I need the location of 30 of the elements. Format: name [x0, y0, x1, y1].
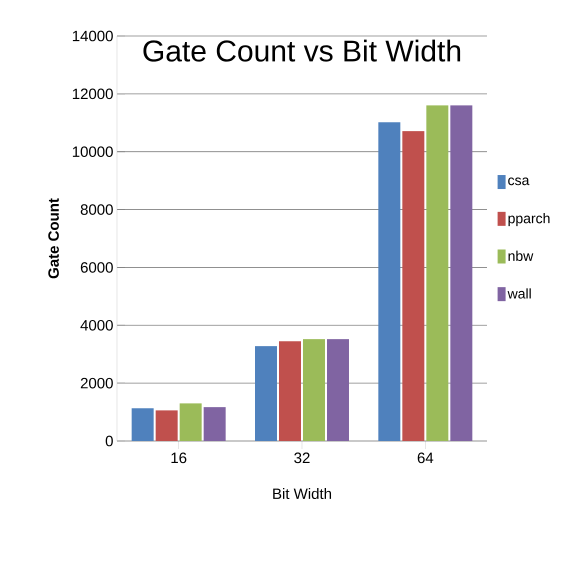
bar — [426, 105, 448, 441]
chart-title: Gate Count vs Bit Width — [143, 40, 460, 62]
bar — [180, 403, 202, 441]
y-tick-label: 8000 — [80, 204, 113, 215]
y-tick-label: 10000 — [72, 146, 113, 158]
y-tick-label: 14000 — [72, 30, 113, 42]
legend-label: csa — [508, 178, 530, 186]
bar — [303, 339, 325, 441]
y-axis-title: Gate Count — [48, 198, 59, 278]
bar — [402, 131, 424, 441]
legend-label: wall — [508, 288, 531, 299]
y-tick-label: 2000 — [80, 378, 113, 388]
bar — [204, 407, 226, 441]
bar — [326, 339, 349, 441]
y-tick-label: 6000 — [80, 262, 113, 273]
x-tick-label: 32 — [294, 452, 310, 464]
legend-label: pparch — [508, 213, 550, 226]
bar — [450, 105, 472, 441]
x-tick-label: 16 — [171, 452, 186, 464]
bar — [255, 346, 277, 441]
x-axis-title: Bit Width — [273, 488, 332, 500]
y-tick-label: 4000 — [80, 320, 113, 331]
bar — [132, 408, 154, 441]
bar — [156, 410, 178, 441]
bar — [279, 341, 301, 441]
x-tick-label: 64 — [418, 452, 434, 464]
y-tick-label: 12000 — [72, 88, 113, 100]
legend-label: nbw — [508, 250, 534, 261]
y-tick-label: 0 — [106, 436, 113, 446]
bar — [378, 122, 400, 441]
